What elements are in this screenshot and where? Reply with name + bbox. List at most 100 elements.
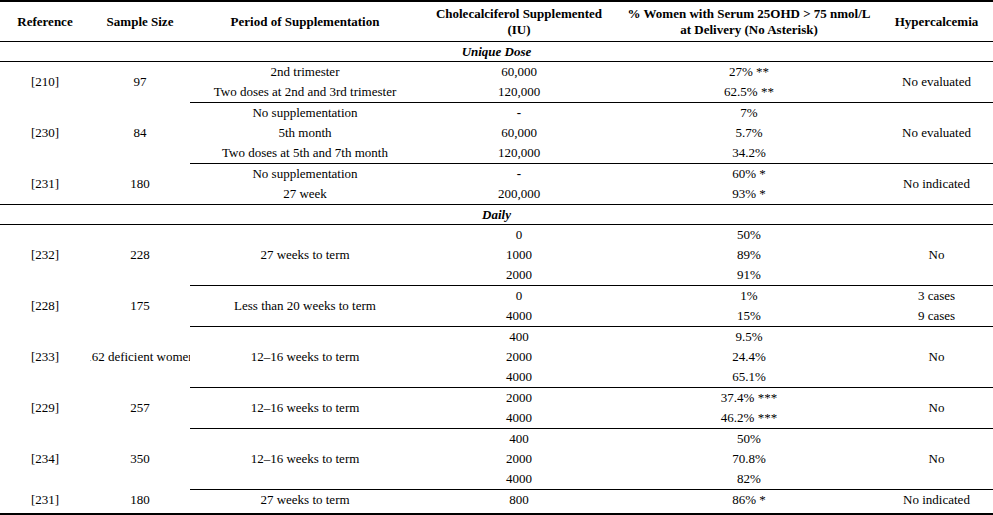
value-hypercalcemia: 9 cases	[918, 306, 955, 326]
value-dose: 2000	[506, 388, 532, 408]
cell-dose: 40020004000	[420, 429, 618, 489]
value-percent: 65.1%	[732, 367, 766, 387]
value-reference: [231]	[31, 490, 59, 510]
value-dose: 60,000	[501, 62, 537, 82]
cell-hypercalcemia: No	[880, 225, 993, 285]
table-row-group: [228]175Less than 20 weeks to term040001…	[0, 286, 993, 326]
table-row-group: [229]25712–16 weeks to term2000400037.4%…	[0, 388, 993, 428]
cell-sample-size: 180	[90, 490, 190, 510]
value-period: 27 weeks to term	[260, 245, 349, 265]
cell-sample-size: 228	[90, 225, 190, 285]
cell-dose: -60,000120,000	[420, 103, 618, 163]
value-dose: 1000	[506, 245, 532, 265]
table-section: Unique Dose [210] 97 2nd trimesterTwo doses…	[0, 42, 993, 204]
value-percent: 34.2%	[732, 143, 766, 163]
value-dose: 2000	[506, 449, 532, 469]
value-sample-size: 162 deficient women	[90, 347, 190, 367]
cell-reference: [231]	[0, 490, 90, 510]
value-hypercalcemia: No evaluated	[902, 72, 971, 92]
cell-dose: 40020004000	[420, 327, 618, 387]
value-reference: [210]	[31, 72, 59, 92]
cell-dose: 04000	[420, 286, 618, 326]
section-title: Unique Dose	[0, 42, 993, 62]
value-reference: [229]	[31, 398, 59, 418]
cell-hypercalcemia: No evaluated	[880, 103, 993, 163]
value-period: 12–16 weeks to term	[251, 398, 360, 418]
value-dose: 4000	[506, 306, 532, 326]
value-percent: 1%	[740, 286, 757, 306]
value-hypercalcemia: No	[929, 449, 945, 469]
cell-period: 27 weeks to term	[190, 225, 420, 285]
table-row-group: [230] 84No supplementation5th monthTwo do…	[0, 103, 993, 163]
value-period: 5th month	[278, 123, 331, 143]
value-dose: -	[517, 103, 521, 123]
value-reference: [232]	[31, 245, 59, 265]
cell-percent: 50%89%91%	[618, 225, 880, 285]
value-percent: 50%	[737, 225, 761, 245]
cell-dose: 60,000120,000	[420, 62, 618, 102]
value-dose: 4000	[506, 408, 532, 428]
cell-hypercalcemia: No indicated	[880, 164, 993, 204]
header-cholecalciferol: Cholecalciferol Supplemented (IU)	[420, 2, 618, 41]
table-row-group: [232]22827 weeks to term01000200050%89%9…	[0, 225, 993, 285]
value-percent: 82%	[737, 469, 761, 489]
value-period: 2nd trimester	[271, 62, 340, 82]
table-body: Unique Dose [210] 97 2nd trimesterTwo doses…	[0, 42, 993, 510]
cell-period: 12–16 weeks to term	[190, 327, 420, 387]
cell-period: No supplementation27 week	[190, 164, 420, 204]
value-sample-size: 180	[130, 490, 150, 510]
cell-sample-size: 97	[90, 62, 190, 102]
section-title: Daily	[0, 205, 993, 225]
header-hypercalcemia: Hypercalcemia	[880, 2, 993, 41]
value-percent: 62.5% **	[724, 82, 774, 102]
cell-hypercalcemia: 3 cases9 cases	[880, 286, 993, 326]
cell-sample-size: 180	[90, 164, 190, 204]
table-row-group: [231]180No supplementation27 week-200,00…	[0, 164, 993, 204]
cell-sample-size: 257	[90, 388, 190, 428]
value-percent: 70.8%	[732, 449, 766, 469]
cell-reference: [229]	[0, 388, 90, 428]
value-dose: 120,000	[498, 143, 540, 163]
cell-dose: 800	[420, 490, 618, 510]
value-dose: 0	[516, 225, 523, 245]
value-percent: 50%	[737, 429, 761, 449]
value-percent: 27% **	[729, 62, 769, 82]
cell-percent: 7%5.7%34.2%	[618, 103, 880, 163]
value-dose: 400	[509, 327, 529, 347]
cell-reference: [234]	[0, 429, 90, 489]
table-row-group: [234]35012–16 weeks to term4002000400050…	[0, 429, 993, 489]
cell-reference: [232]	[0, 225, 90, 285]
value-reference: [233]	[31, 347, 59, 367]
cell-dose: 20004000	[420, 388, 618, 428]
value-reference: [234]	[31, 449, 59, 469]
cell-sample-size: 84	[90, 103, 190, 163]
header-reference: Reference	[0, 2, 90, 41]
value-period: 27 week	[283, 184, 327, 204]
value-reference: [230]	[31, 123, 59, 143]
value-period: 12–16 weeks to term	[251, 347, 360, 367]
value-sample-size: 97	[134, 72, 147, 92]
value-reference: [228]	[31, 296, 59, 316]
cell-percent: 60% *93% *	[618, 164, 880, 204]
value-dose: 4000	[506, 469, 532, 489]
value-hypercalcemia: No indicated	[903, 174, 970, 194]
value-percent: 89%	[737, 245, 761, 265]
value-percent: 24.4%	[732, 347, 766, 367]
value-dose: 4000	[506, 367, 532, 387]
value-hypercalcemia: No	[929, 398, 945, 418]
cell-period: 27 weeks to term	[190, 490, 420, 510]
value-period: Two doses at 2nd and 3rd trimester	[214, 82, 397, 102]
table-row-group: [231] 180 27 weeks to term80086% * No indic…	[0, 490, 993, 510]
cell-reference: [233]	[0, 327, 90, 387]
cell-percent: 86% *	[618, 490, 880, 510]
value-sample-size: 180	[130, 174, 150, 194]
cell-hypercalcemia: No	[880, 327, 993, 387]
cell-period: No supplementation5th monthTwo doses at …	[190, 103, 420, 163]
value-sample-size: 175	[130, 296, 150, 316]
cell-sample-size: 162 deficient women	[90, 327, 190, 387]
value-percent: 9.5%	[735, 327, 762, 347]
value-hypercalcemia: No indicated	[903, 490, 970, 510]
cell-reference: [228]	[0, 286, 90, 326]
cell-period: 12–16 weeks to term	[190, 429, 420, 489]
cell-percent: 27% **62.5% **	[618, 62, 880, 102]
